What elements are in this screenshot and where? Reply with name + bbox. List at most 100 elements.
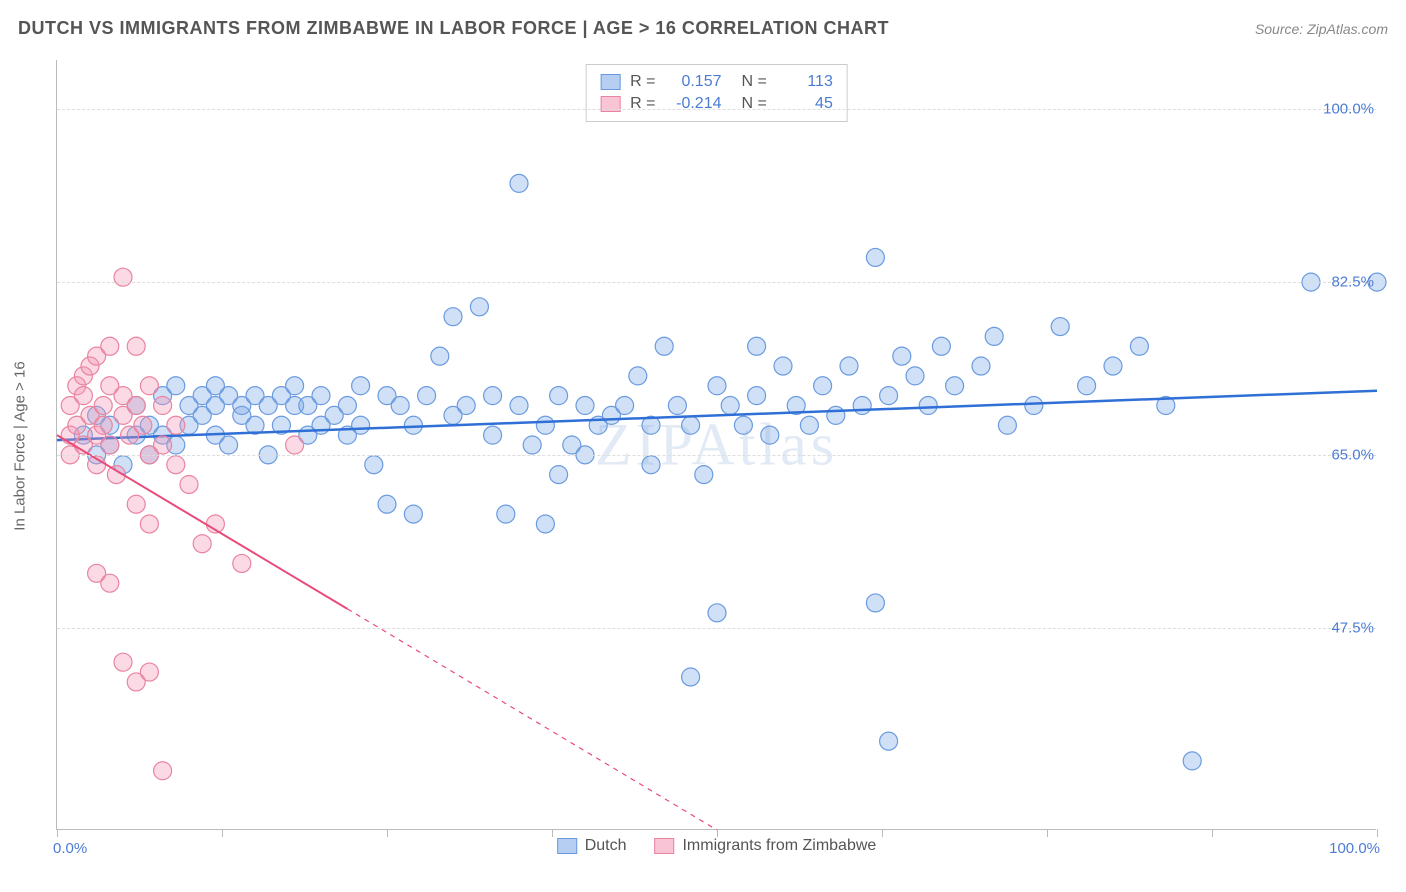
trend-line-dashed [347, 609, 717, 830]
data-point [985, 327, 1003, 345]
data-point [154, 762, 172, 780]
x-axis-max-label: 100.0% [1329, 840, 1380, 857]
data-point [1104, 357, 1122, 375]
data-point [800, 416, 818, 434]
data-point [906, 367, 924, 385]
y-tick-label: 100.0% [1323, 101, 1378, 118]
source-label: Source: ZipAtlas.com [1255, 21, 1388, 37]
data-point [866, 594, 884, 612]
data-point [312, 387, 330, 405]
data-point [365, 456, 383, 474]
data-point [94, 397, 112, 415]
data-point [101, 436, 119, 454]
data-point [497, 505, 515, 523]
data-point [101, 337, 119, 355]
y-tick-label: 47.5% [1331, 619, 1378, 636]
data-point [536, 416, 554, 434]
bottom-legend: Dutch Immigrants from Zimbabwe [557, 837, 877, 855]
data-point [576, 397, 594, 415]
data-point [140, 377, 158, 395]
x-tick [1047, 829, 1048, 837]
data-point [167, 456, 185, 474]
data-point [998, 416, 1016, 434]
data-point [550, 466, 568, 484]
data-point [814, 377, 832, 395]
data-point [193, 535, 211, 553]
gridline [57, 628, 1376, 629]
data-point [114, 653, 132, 671]
data-point [404, 505, 422, 523]
data-point [114, 268, 132, 286]
data-point [484, 387, 502, 405]
data-point [708, 377, 726, 395]
data-point [167, 377, 185, 395]
data-point [1025, 397, 1043, 415]
data-point [418, 387, 436, 405]
data-point [616, 397, 634, 415]
x-tick [552, 829, 553, 837]
data-point [853, 397, 871, 415]
data-point [154, 397, 172, 415]
data-point [734, 416, 752, 434]
y-tick-label: 82.5% [1331, 274, 1378, 291]
data-point [866, 248, 884, 266]
data-point [748, 337, 766, 355]
data-point [470, 298, 488, 316]
data-point [154, 436, 172, 454]
x-tick [387, 829, 388, 837]
data-point [1051, 318, 1069, 336]
chart-title: DUTCH VS IMMIGRANTS FROM ZIMBABWE IN LAB… [18, 18, 889, 39]
data-point [629, 367, 647, 385]
data-point [550, 387, 568, 405]
data-point [94, 416, 112, 434]
data-point [88, 564, 106, 582]
data-point [1078, 377, 1096, 395]
data-point [352, 416, 370, 434]
data-point [140, 515, 158, 533]
data-point [127, 495, 145, 513]
data-point [708, 604, 726, 622]
x-tick [882, 829, 883, 837]
data-point [655, 337, 673, 355]
data-point [774, 357, 792, 375]
data-point [167, 416, 185, 434]
data-point [748, 387, 766, 405]
data-point [286, 436, 304, 454]
legend-label: Dutch [585, 837, 627, 855]
data-point [1130, 337, 1148, 355]
data-point [127, 397, 145, 415]
gridline [57, 109, 1376, 110]
data-point [642, 456, 660, 474]
plot-area: ZIPAtlas R =0.157N =113R =-0.214N =45 Du… [56, 60, 1376, 830]
x-axis-min-label: 0.0% [53, 840, 87, 857]
data-point [919, 397, 937, 415]
x-tick [1212, 829, 1213, 837]
data-point [946, 377, 964, 395]
legend-item: Dutch [557, 837, 627, 855]
scatter-svg [57, 60, 1376, 829]
data-point [695, 466, 713, 484]
data-point [431, 347, 449, 365]
data-point [880, 732, 898, 750]
data-point [761, 426, 779, 444]
chart-header: DUTCH VS IMMIGRANTS FROM ZIMBABWE IN LAB… [18, 18, 1388, 39]
data-point [840, 357, 858, 375]
legend-swatch [654, 838, 674, 854]
gridline [57, 282, 1376, 283]
data-point [827, 406, 845, 424]
data-point [510, 174, 528, 192]
data-point [378, 495, 396, 513]
x-tick [57, 829, 58, 837]
legend-swatch [557, 838, 577, 854]
data-point [536, 515, 554, 533]
data-point [457, 397, 475, 415]
data-point [220, 436, 238, 454]
y-tick-label: 65.0% [1331, 446, 1378, 463]
data-point [140, 663, 158, 681]
legend-item: Immigrants from Zimbabwe [654, 837, 876, 855]
data-point [893, 347, 911, 365]
data-point [74, 387, 92, 405]
data-point [932, 337, 950, 355]
data-point [880, 387, 898, 405]
x-tick [1377, 829, 1378, 837]
